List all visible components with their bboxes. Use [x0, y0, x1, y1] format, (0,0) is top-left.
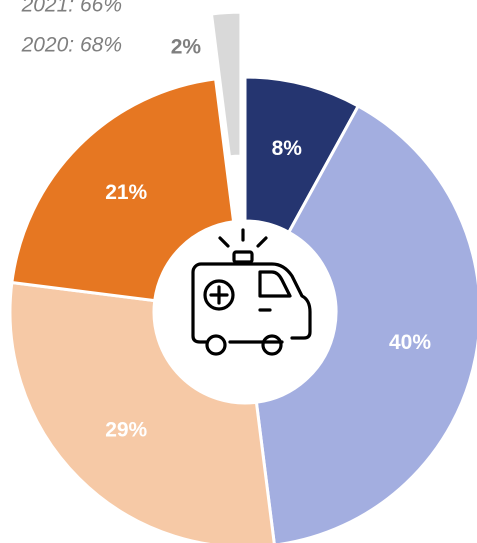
slice — [209, 10, 243, 159]
data-label: 21% — [105, 181, 147, 204]
annotation: 2020: 68% — [21, 34, 122, 57]
donut-hole — [154, 221, 336, 403]
data-label: 8% — [272, 137, 303, 160]
ambulance-icon — [191, 228, 312, 356]
annotation: 2021: 66% — [21, 0, 122, 17]
labels: 8% 40% 29% 21% 2% — [105, 36, 431, 442]
slices — [8, 10, 477, 543]
data-label: 40% — [389, 331, 431, 354]
data-label: 29% — [105, 418, 147, 441]
data-label: 2% — [171, 36, 202, 59]
